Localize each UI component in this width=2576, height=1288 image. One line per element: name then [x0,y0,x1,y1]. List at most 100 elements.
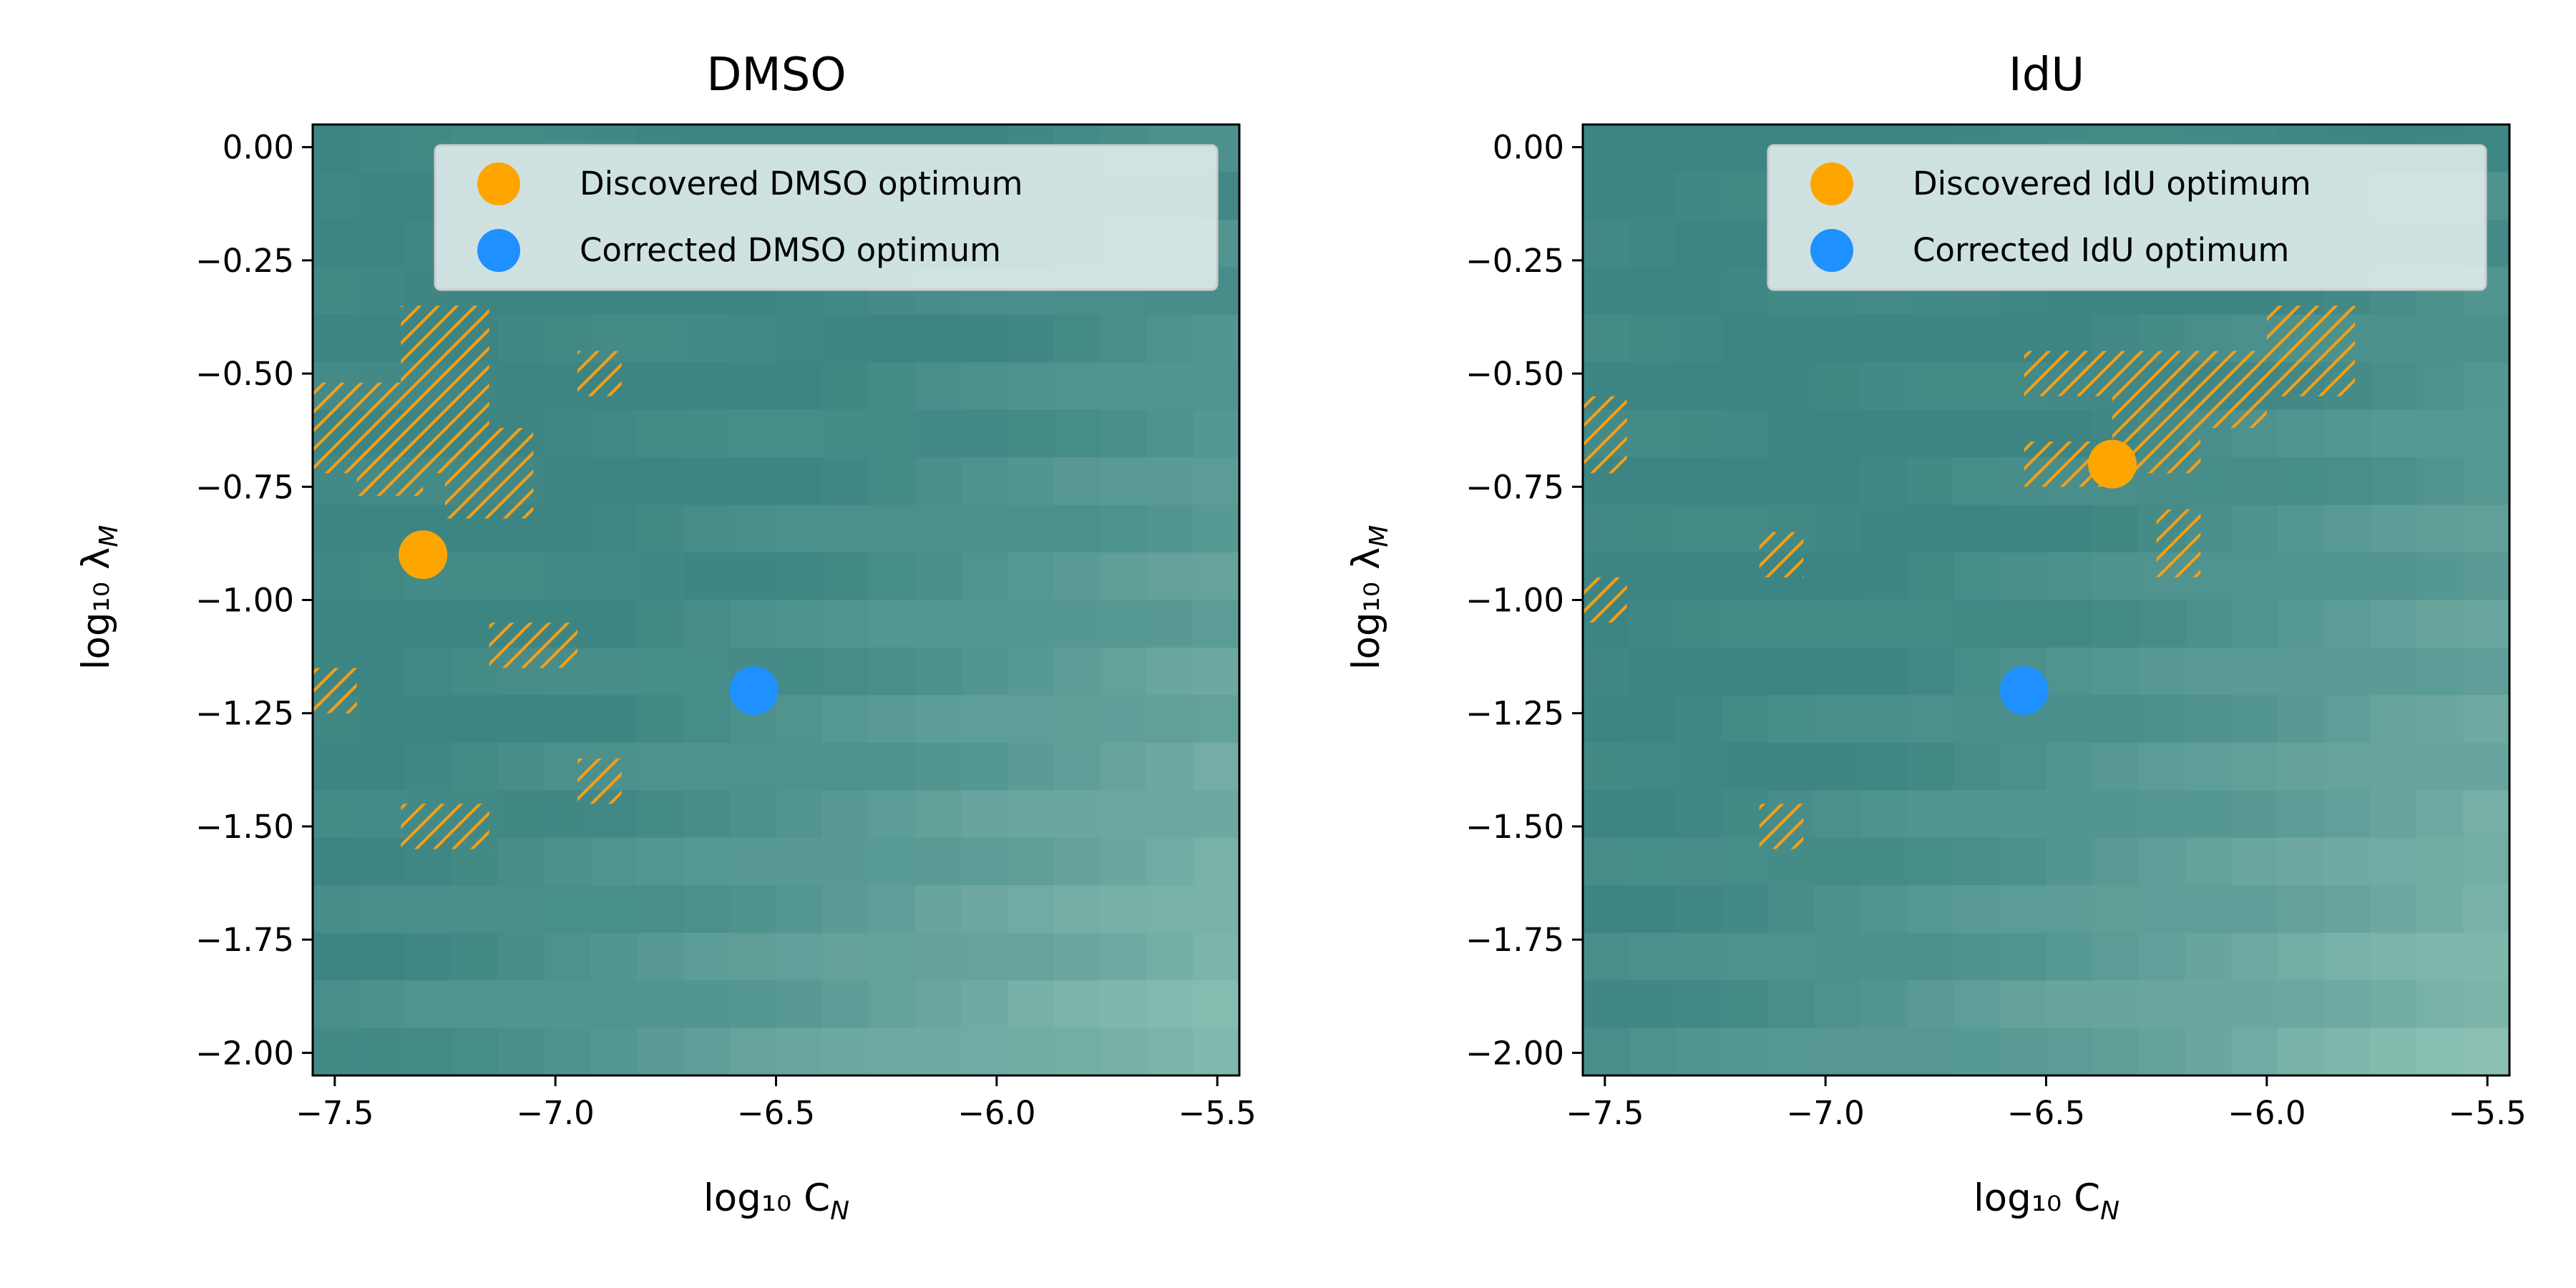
heatmap-cell [1146,600,1194,648]
hatched-region [401,804,489,849]
heatmap-cell [2139,742,2186,791]
heatmap-cell [2139,790,2186,839]
heatmap-cell [1629,125,1677,173]
heatmap-cell [1100,980,1148,1029]
heatmap-cell [452,885,499,934]
heatmap-cell [2046,980,2093,1029]
heatmap-cell [869,695,916,743]
heatmap-cell [822,790,869,839]
heatmap-cell [1999,742,2047,791]
heatmap-cell [313,314,360,363]
heatmap-cell [590,504,638,553]
heatmap-cell [544,695,592,743]
heatmap-cell [2092,504,2140,553]
heatmap-cell [2463,647,2510,696]
heatmap-cell [776,647,823,696]
hatched-region [2156,509,2201,577]
heatmap-cell [1953,409,2001,458]
hatched-region [577,758,622,804]
heatmap-cell [1675,552,1722,601]
heatmap-cell [637,314,684,363]
heatmap-cell [1907,837,1954,886]
heatmap-cell [2046,932,2093,981]
x-axis: −7.5 −7.0 −6.5 −6.0 −5.5 [1566,1075,2527,1132]
heatmap-cell [822,837,869,886]
heatmap-cell [2092,837,2140,886]
heatmap-cell [2139,1028,2186,1076]
heatmap-cell [822,504,869,553]
heatmap-cell [1953,457,2001,506]
heatmap-cell [498,362,545,411]
heatmap-cell [1907,457,1954,506]
heatmap-cell [2046,1028,2093,1076]
heatmap-cell [1054,790,1101,839]
heatmap-cell [869,885,916,934]
heatmap-cell [961,647,1008,696]
heatmap-cell [1814,457,1862,506]
heatmap-cell [1999,932,2047,981]
heatmap-cell [2231,695,2278,743]
heatmap-cell [1722,172,1769,220]
corrected-optimum-point [729,666,779,716]
heatmap-cell [313,600,360,648]
discovered-optimum-point [399,530,448,580]
heatmap-cell [1907,362,1954,411]
heatmap-cell [2139,885,2186,934]
heatmap-cell [1146,457,1194,506]
heatmap-cell [1860,980,1908,1029]
heatmap-cell [637,980,684,1029]
heatmap-cell [2463,885,2510,934]
heatmap-cell [1629,219,1677,268]
heatmap-cell [1860,362,1908,411]
heatmap-cell [869,457,916,506]
heatmap-cell [313,885,360,934]
heatmap-cell [1629,980,1677,1029]
heatmap-cell [1583,504,1630,553]
heatmap-cell [729,932,777,981]
heatmap-cell [2416,552,2464,601]
heatmap-cell [2046,742,2093,791]
heatmap-cell [2416,600,2464,648]
heatmap-cell [1768,1028,1815,1076]
heatmap-cell [2278,932,2325,981]
heatmap-cell [2324,504,2371,553]
heatmap-cell [452,980,499,1029]
heatmap-cell [1100,504,1148,553]
heatmap-cell [1146,409,1194,458]
heatmap-cell [2278,552,2325,601]
heatmap-cell [2463,504,2510,553]
heatmap-cell [2416,980,2464,1029]
heatmap-cell [683,314,731,363]
heatmap-cell [590,837,638,886]
heatmap-cell [1860,790,1908,839]
heatmap-cell [961,600,1008,648]
heatmap-cell [1008,362,1055,411]
heatmap-cell [1814,932,1862,981]
heatmap-cell [590,457,638,506]
heatmap-cell [544,552,592,601]
x-axis: −7.5 −7.0 −6.5 −6.0 −5.5 [296,1075,1257,1132]
heatmap-cell [498,695,545,743]
hatched-region [356,441,424,496]
heatmap-cell [869,790,916,839]
heatmap-cell [729,837,777,886]
heatmap-cell [1054,647,1101,696]
heatmap-cell [590,885,638,934]
heatmap-cell [1722,457,1769,506]
heatmap-cell [1193,932,1240,981]
heatmap-cell [1100,552,1148,601]
heatmap-cell [1100,695,1148,743]
heatmap-cell [2278,885,2325,934]
heatmap-cell [869,600,916,648]
heatmap-cell [869,409,916,458]
heatmap-cell [914,600,962,648]
heatmap-cell [2139,932,2186,981]
y-tick-label: −1.75 [1465,921,1564,959]
heatmap-cell [498,932,545,981]
heatmap-cell [313,504,360,553]
heatmap-cell [914,1028,962,1076]
heatmap-cell [683,504,731,553]
hatched-region [1583,396,1627,474]
heatmap-cell [498,1028,545,1076]
heatmap-cell [1907,409,1954,458]
